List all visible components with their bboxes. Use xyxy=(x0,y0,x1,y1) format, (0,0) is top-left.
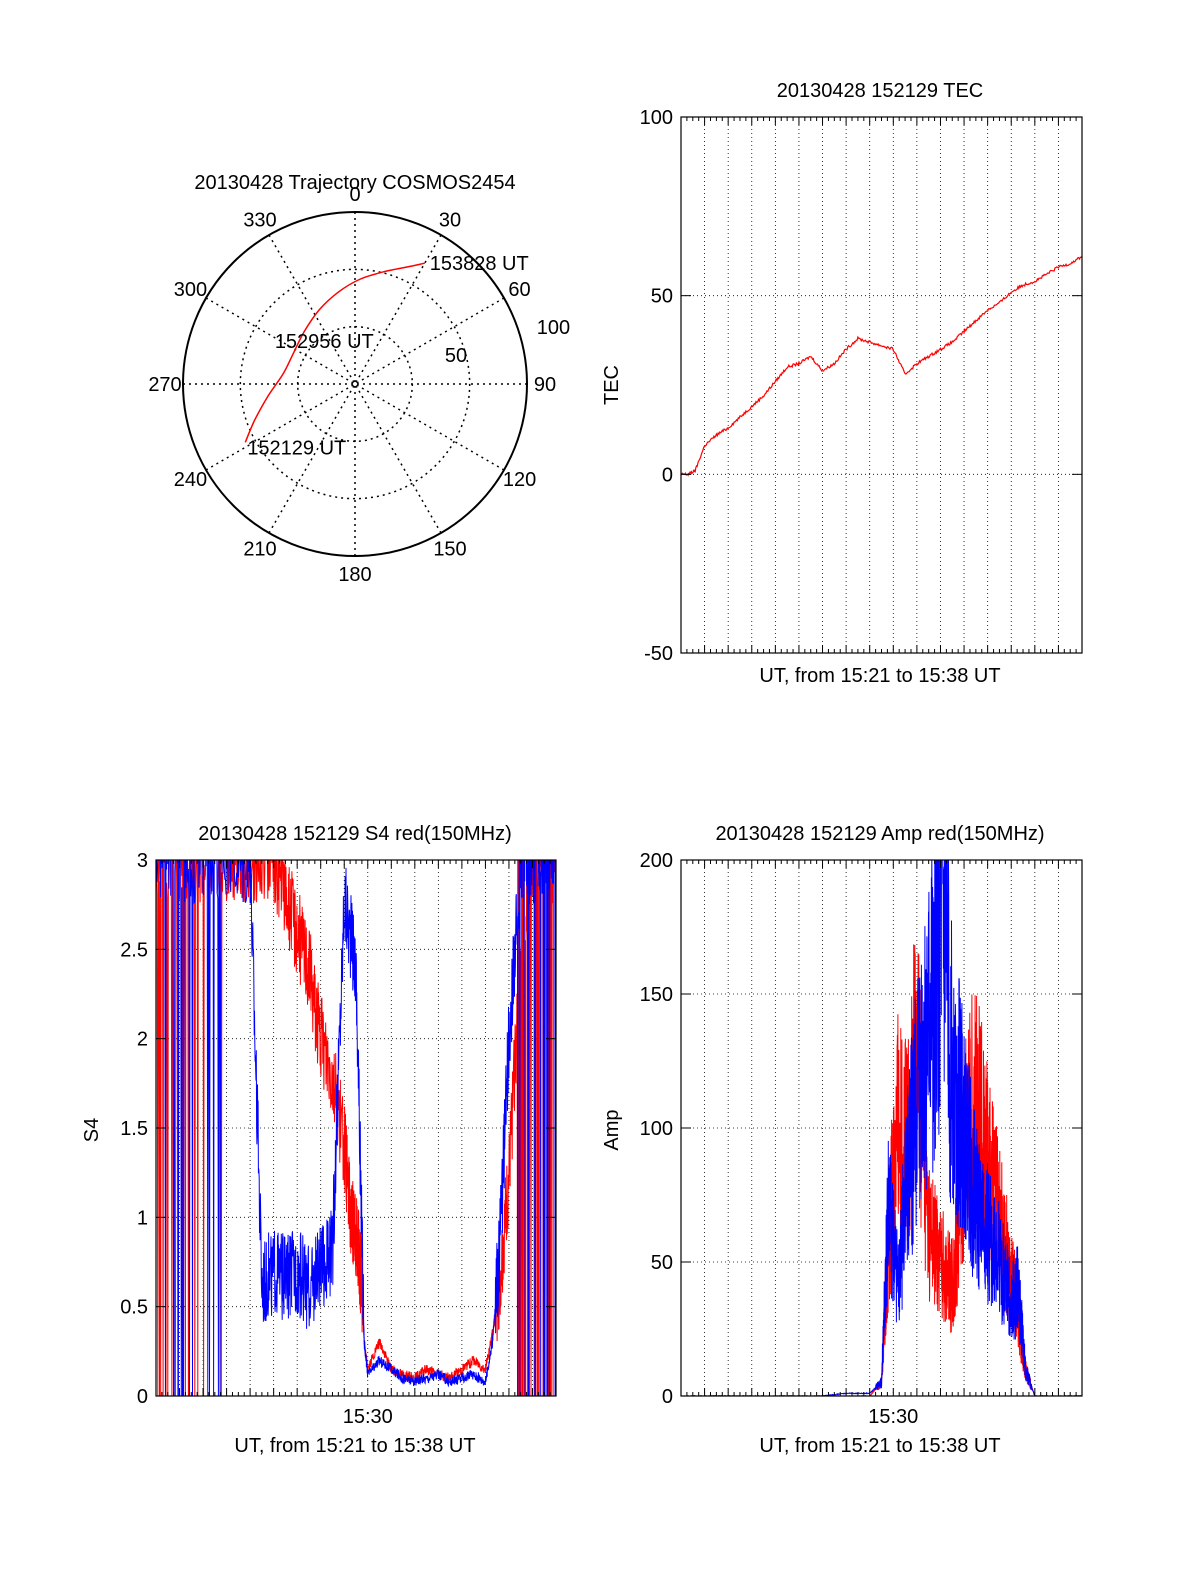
polar-trajectory-panel: 20130428 Trajectory COSMOS2454 0 30 60 90 12… xyxy=(148,172,570,586)
y-tick-label: 0 xyxy=(662,464,673,486)
series-group xyxy=(681,256,1082,477)
y-tick-label: 150 xyxy=(640,984,673,1006)
chart-title: 20130428 152129 TEC xyxy=(777,80,983,102)
x-tick-label: 15:30 xyxy=(343,1406,393,1428)
azimuth-tick-label: 90 xyxy=(534,374,556,396)
x-minor-ticks xyxy=(155,860,557,1396)
trajectory-time-label: 152129 UT xyxy=(247,437,346,459)
y-tick-label: 0 xyxy=(137,1386,148,1408)
s4-panel: 20130428 152129 S4 red(150MHz) UT, from … xyxy=(81,823,557,1457)
azimuth-tick-label: 60 xyxy=(508,279,530,301)
trajectory-time-label: 153828 UT xyxy=(430,253,529,275)
y-axis-label: S4 xyxy=(81,1118,103,1142)
polar-azimuth-ticks: 0 30 60 90 120 150 180 210 240 270 300 330 xyxy=(148,184,556,586)
x-minor-ticks xyxy=(680,117,1083,653)
azimuth-tick-label: 120 xyxy=(503,469,536,491)
trajectory-time-label: 152956 UT xyxy=(275,331,374,353)
tec-panel: 20130428 152129 TEC UT, from 15:21 to 15… xyxy=(601,80,1083,687)
x-tick-labels: 15:30 xyxy=(343,1406,393,1428)
radial-tick-label: 100 xyxy=(537,317,570,339)
series-line xyxy=(156,860,556,1396)
y-tick-labels: -50 0 50 100 xyxy=(640,107,1082,665)
azimuth-tick-label: 0 xyxy=(349,184,360,206)
radial-tick-label: 50 xyxy=(445,345,467,367)
y-tick-label: 1 xyxy=(137,1207,148,1229)
y-tick-label: 100 xyxy=(640,1118,673,1140)
polar-annotations: 153828 UT 152956 UT 152129 UT xyxy=(247,253,528,459)
y-tick-label: 0 xyxy=(662,1386,673,1408)
grid-lines xyxy=(681,117,1082,653)
y-tick-label: 2 xyxy=(137,1029,148,1051)
x-axis-label: UT, from 15:21 to 15:38 UT xyxy=(234,1435,475,1457)
azimuth-tick-label: 300 xyxy=(174,279,207,301)
y-tick-label: 3 xyxy=(137,850,148,872)
y-tick-label: 100 xyxy=(640,107,673,129)
y-tick-labels: 0 0.5 1 1.5 2 2.5 3 xyxy=(120,850,556,1408)
polar-grid xyxy=(182,211,528,557)
polar-ring xyxy=(239,268,471,500)
azimuth-tick-label: 330 xyxy=(243,209,276,231)
azimuth-tick-label: 150 xyxy=(433,539,466,561)
series-line xyxy=(681,256,1082,477)
plot-frame xyxy=(680,116,1083,654)
series-group xyxy=(156,860,556,1396)
y-tick-label: 50 xyxy=(651,1252,673,1274)
y-tick-label: -50 xyxy=(644,643,673,665)
trajectory-line xyxy=(244,262,425,443)
y-tick-label: 1.5 xyxy=(120,1118,148,1140)
series-line xyxy=(681,860,1082,1396)
y-tick-labels: 0 50 100 150 200 xyxy=(640,850,1082,1408)
x-tick-label: 15:30 xyxy=(868,1406,918,1428)
y-tick-label: 50 xyxy=(651,286,673,308)
azimuth-tick-label: 210 xyxy=(243,539,276,561)
y-axis-label: TEC xyxy=(601,365,623,405)
chart-title: 20130428 152129 S4 red(150MHz) xyxy=(198,823,512,845)
polar-series xyxy=(244,262,425,443)
y-tick-label: 200 xyxy=(640,850,673,872)
azimuth-tick-label: 270 xyxy=(148,374,181,396)
x-tick-labels: 15:30 xyxy=(868,1406,918,1428)
x-axis-label: UT, from 15:21 to 15:38 UT xyxy=(759,1435,1000,1457)
chart-title: 20130428 152129 Amp red(150MHz) xyxy=(715,823,1044,845)
y-axis-label: Amp xyxy=(601,1109,623,1150)
x-minor-ticks xyxy=(680,860,1083,1396)
y-tick-label: 0.5 xyxy=(120,1297,148,1319)
x-axis-label: UT, from 15:21 to 15:38 UT xyxy=(759,665,1000,687)
azimuth-tick-label: 180 xyxy=(338,564,371,586)
amp-panel: 20130428 152129 Amp red(150MHz) UT, from… xyxy=(601,823,1083,1457)
y-tick-label: 2.5 xyxy=(120,939,148,961)
chart-title: 20130428 Trajectory COSMOS2454 xyxy=(194,172,515,194)
azimuth-tick-label: 240 xyxy=(174,469,207,491)
azimuth-tick-label: 30 xyxy=(439,209,461,231)
polar-radial-ticks: 50 100 xyxy=(445,317,570,367)
